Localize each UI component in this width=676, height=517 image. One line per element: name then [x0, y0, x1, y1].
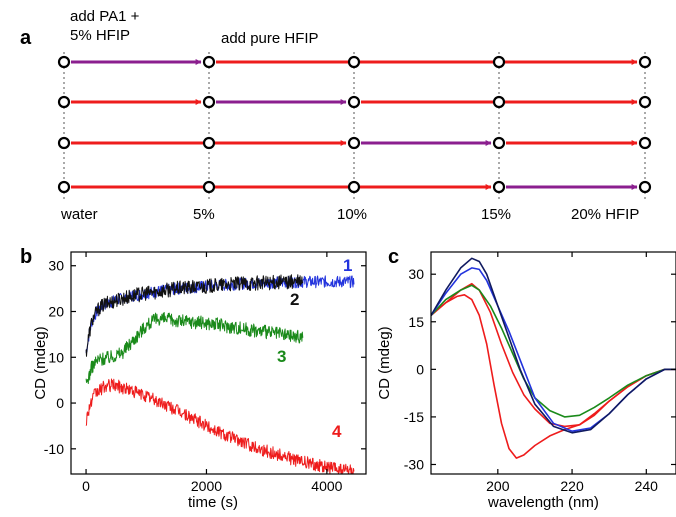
panel-b-frame [70, 251, 367, 475]
annotation-add-pure-hfip: add pure HFIP [221, 30, 319, 47]
y-tick-label: 0 [416, 361, 424, 377]
panel-c-plot-area [431, 257, 676, 459]
panel-b-ticks: 0 2000 4000 -10 0 10 20 30 [44, 252, 366, 494]
stage-node [638, 95, 652, 109]
x-tick-label: 220 [560, 478, 584, 494]
panel-c-label: c [388, 246, 399, 268]
series-line [431, 267, 676, 432]
stage-label-20pct-hfip: 20% HFIP [571, 206, 639, 223]
y-tick-label: 30 [48, 258, 64, 274]
stage-label-15pct: 15% [481, 206, 511, 223]
stage-node [202, 180, 216, 194]
stage-node [57, 136, 71, 150]
stage-node [638, 136, 652, 150]
stage-node [202, 55, 216, 69]
series-line [431, 282, 676, 428]
stage-node [638, 180, 652, 194]
stage-node [57, 180, 71, 194]
curve-label-3: 3 [277, 347, 286, 366]
stage-label-5pct: 5% [193, 206, 215, 223]
panel-a-schematic: a add PA1 + 5% HFIP add pure HFIP water … [20, 8, 652, 223]
stage-node [492, 136, 506, 150]
panel-c-frame [430, 251, 676, 475]
y-tick-label: 10 [48, 349, 64, 365]
series-line-4 [85, 378, 355, 474]
flow-row [57, 55, 652, 69]
stage-dividers [63, 52, 646, 200]
y-tick-label: 30 [408, 266, 424, 282]
stage-label-10pct: 10% [337, 206, 367, 223]
annotation-add-pa1-line1: add PA1 + [70, 8, 140, 25]
series-line [431, 294, 676, 459]
x-tick-label: 200 [486, 478, 510, 494]
stage-node [347, 55, 361, 69]
series-line-3 [85, 312, 304, 384]
panel-c-ticks: 200 220 240 -30 -15 0 15 30 [404, 252, 676, 494]
y-tick-label: -15 [404, 409, 424, 425]
y-tick-label: 0 [56, 395, 64, 411]
y-tick-label: -10 [44, 441, 64, 457]
curve-label-4: 4 [332, 422, 342, 441]
panel-b-plot-area [85, 274, 355, 474]
stage-node [57, 55, 71, 69]
stage-node [347, 180, 361, 194]
y-tick-label: 20 [48, 304, 64, 320]
stage-node [202, 136, 216, 150]
panel-b-xlabel: time (s) [188, 494, 238, 511]
x-tick-label: 0 [82, 478, 90, 494]
flow-row [57, 180, 652, 194]
flow-row [57, 95, 652, 109]
curve-label-2: 2 [290, 290, 299, 309]
annotation-add-pa1-line2: 5% HFIP [70, 27, 130, 44]
series-line-2 [85, 274, 304, 357]
stage-node [638, 55, 652, 69]
curve-label-1: 1 [343, 256, 352, 275]
flow-rows [57, 55, 652, 194]
panel-b-ylabel: CD (mdeg) [32, 326, 49, 399]
panel-b-label: b [20, 246, 32, 268]
y-tick-label: -30 [404, 456, 424, 472]
panel-b-time-course-chart: b 0 2000 4000 -10 0 10 20 30 time (s) CD (mdeg)… [20, 246, 367, 511]
stage-node [492, 95, 506, 109]
series-line [431, 257, 676, 434]
stage-node [347, 95, 361, 109]
panel-c-spectra-chart: c 200 220 240 -30 -15 0 15 30 wavelength (nm) C… [376, 246, 676, 511]
panel-c-ylabel: CD (mdeg) [376, 326, 393, 399]
stage-node [492, 55, 506, 69]
stage-node [202, 95, 216, 109]
stage-label-water: water [60, 206, 98, 223]
y-tick-label: 15 [408, 314, 424, 330]
x-tick-label: 240 [635, 478, 659, 494]
stage-node [57, 95, 71, 109]
flow-row [57, 136, 652, 150]
panel-c-xlabel: wavelength (nm) [487, 494, 599, 511]
x-tick-label: 2000 [191, 478, 222, 494]
stage-node [492, 180, 506, 194]
panel-a-label: a [20, 27, 32, 49]
stage-node [347, 136, 361, 150]
x-tick-label: 4000 [311, 478, 342, 494]
series-line [431, 284, 676, 418]
